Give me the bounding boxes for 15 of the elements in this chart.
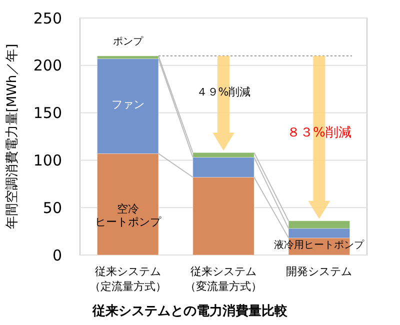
x-tick-label: 従来システム（定流量方式） bbox=[89, 265, 166, 293]
y-tick-label: 150 bbox=[33, 104, 62, 122]
y-tick-label: 200 bbox=[33, 56, 62, 75]
annotation: ファン bbox=[111, 98, 144, 112]
annotation: ８３%削減 bbox=[286, 126, 352, 140]
y-tick-label: 0 bbox=[52, 246, 62, 264]
y-tick-label: 50 bbox=[42, 198, 62, 217]
y-axis-title: 年間空調消費電力量[MWh／年] bbox=[5, 44, 20, 230]
x-tick-label: 開発システム bbox=[286, 265, 352, 278]
x-tick-label: 従来システム（変流量方式） bbox=[185, 265, 262, 293]
y-tick-label: 100 bbox=[33, 151, 62, 170]
y-tick-label: 250 bbox=[33, 9, 62, 28]
text: 従来システムとの電力消費量比較 bbox=[92, 304, 288, 319]
annotation: ４９%削減 bbox=[196, 86, 251, 99]
annotation: ポンプ bbox=[112, 36, 144, 48]
